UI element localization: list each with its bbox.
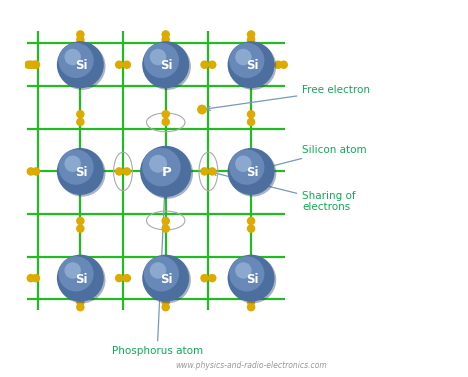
Text: www.physics-and-radio-electronics.com: www.physics-and-radio-electronics.com bbox=[175, 361, 327, 370]
Circle shape bbox=[57, 254, 104, 302]
Circle shape bbox=[27, 167, 35, 176]
Circle shape bbox=[208, 274, 217, 282]
Circle shape bbox=[24, 60, 33, 69]
Circle shape bbox=[227, 148, 275, 195]
Text: Si: Si bbox=[246, 166, 258, 179]
Text: Silicon atom: Silicon atom bbox=[255, 145, 367, 172]
Circle shape bbox=[227, 254, 275, 302]
Circle shape bbox=[27, 274, 35, 282]
Circle shape bbox=[58, 256, 94, 291]
Circle shape bbox=[247, 118, 256, 126]
Circle shape bbox=[208, 167, 217, 176]
Text: Si: Si bbox=[161, 60, 173, 72]
Circle shape bbox=[161, 35, 170, 44]
Circle shape bbox=[150, 262, 166, 279]
Circle shape bbox=[123, 60, 131, 69]
Circle shape bbox=[161, 298, 170, 306]
Circle shape bbox=[235, 49, 252, 65]
Circle shape bbox=[115, 274, 124, 282]
Text: Free electron: Free electron bbox=[206, 85, 370, 110]
Circle shape bbox=[235, 156, 252, 172]
Circle shape bbox=[161, 303, 170, 311]
Circle shape bbox=[30, 60, 38, 69]
Text: Si: Si bbox=[246, 273, 258, 286]
Text: Si: Si bbox=[161, 273, 173, 286]
Circle shape bbox=[32, 60, 40, 69]
Circle shape bbox=[76, 110, 85, 118]
Circle shape bbox=[58, 43, 94, 78]
Circle shape bbox=[229, 43, 276, 90]
Circle shape bbox=[140, 146, 191, 197]
Text: P: P bbox=[161, 166, 171, 179]
Circle shape bbox=[229, 256, 276, 303]
Text: Si: Si bbox=[75, 273, 88, 286]
Circle shape bbox=[144, 256, 179, 291]
Text: Si: Si bbox=[75, 60, 88, 72]
Text: Si: Si bbox=[75, 166, 88, 179]
Circle shape bbox=[200, 167, 209, 176]
Circle shape bbox=[197, 105, 207, 115]
Circle shape bbox=[76, 217, 85, 225]
Circle shape bbox=[76, 30, 85, 39]
Circle shape bbox=[247, 110, 256, 118]
Circle shape bbox=[161, 110, 170, 118]
Circle shape bbox=[279, 60, 288, 69]
Circle shape bbox=[144, 43, 191, 90]
Circle shape bbox=[229, 150, 276, 197]
Circle shape bbox=[247, 298, 256, 306]
Circle shape bbox=[65, 49, 81, 65]
Circle shape bbox=[274, 60, 283, 69]
Circle shape bbox=[80, 60, 88, 69]
Circle shape bbox=[161, 217, 170, 225]
Circle shape bbox=[144, 256, 191, 303]
Circle shape bbox=[247, 35, 256, 44]
Circle shape bbox=[76, 224, 85, 233]
Circle shape bbox=[58, 43, 105, 90]
Circle shape bbox=[235, 262, 252, 279]
Circle shape bbox=[32, 167, 40, 176]
Circle shape bbox=[76, 35, 85, 44]
Circle shape bbox=[161, 118, 170, 126]
Circle shape bbox=[229, 43, 264, 78]
Circle shape bbox=[161, 30, 170, 39]
Circle shape bbox=[58, 150, 94, 185]
Circle shape bbox=[142, 41, 189, 88]
Circle shape bbox=[161, 224, 170, 233]
Text: Phosphorus atom: Phosphorus atom bbox=[111, 176, 203, 356]
Circle shape bbox=[57, 148, 104, 195]
Circle shape bbox=[200, 60, 209, 69]
Circle shape bbox=[32, 274, 40, 282]
Circle shape bbox=[27, 60, 35, 69]
Circle shape bbox=[247, 217, 256, 225]
Circle shape bbox=[142, 254, 189, 302]
Circle shape bbox=[123, 167, 131, 176]
Circle shape bbox=[115, 167, 124, 176]
Circle shape bbox=[58, 256, 105, 303]
Circle shape bbox=[247, 30, 256, 39]
Circle shape bbox=[229, 256, 264, 291]
Circle shape bbox=[58, 150, 105, 197]
Circle shape bbox=[65, 262, 81, 279]
Circle shape bbox=[65, 156, 81, 172]
Circle shape bbox=[144, 43, 179, 78]
Circle shape bbox=[76, 118, 85, 126]
Circle shape bbox=[115, 60, 124, 69]
Circle shape bbox=[150, 49, 166, 65]
Circle shape bbox=[229, 150, 264, 185]
Circle shape bbox=[247, 303, 256, 311]
Circle shape bbox=[142, 147, 193, 199]
Text: Sharing of
electrons: Sharing of electrons bbox=[212, 172, 356, 212]
Circle shape bbox=[76, 303, 85, 311]
Circle shape bbox=[123, 274, 131, 282]
Circle shape bbox=[200, 274, 209, 282]
Circle shape bbox=[208, 60, 217, 69]
Circle shape bbox=[72, 60, 81, 69]
Circle shape bbox=[247, 224, 256, 233]
Circle shape bbox=[57, 41, 104, 88]
Circle shape bbox=[149, 155, 167, 173]
Circle shape bbox=[227, 41, 275, 88]
Text: Si: Si bbox=[246, 60, 258, 72]
Circle shape bbox=[142, 148, 181, 186]
Circle shape bbox=[76, 298, 85, 306]
